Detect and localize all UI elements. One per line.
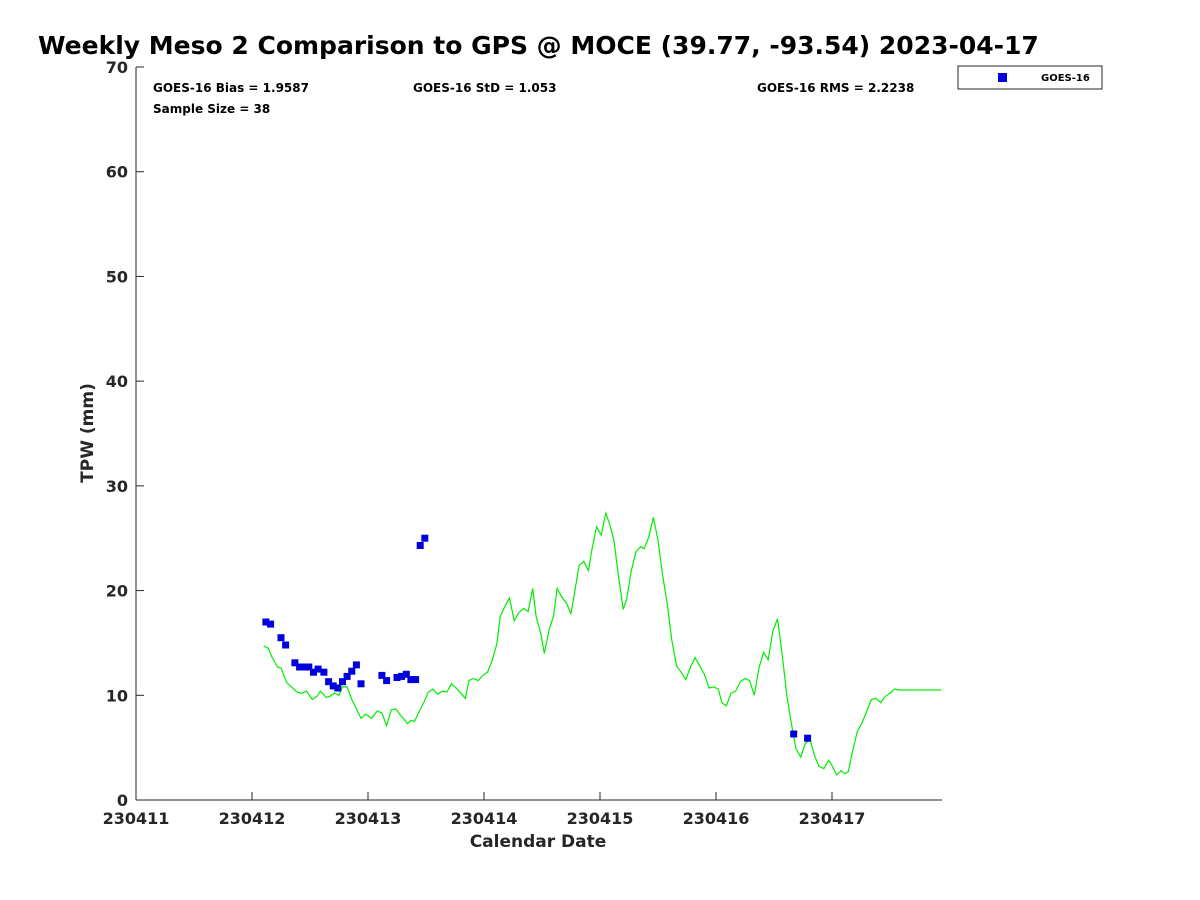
goes16-point [334, 684, 342, 692]
bias-stat: GOES-16 Bias = 1.9587 [153, 81, 309, 95]
goes16-point [320, 668, 328, 676]
y-tick-label: 70 [106, 58, 128, 77]
goes16-point [267, 620, 275, 628]
goes16-point [343, 672, 351, 680]
goes16-point [339, 678, 346, 686]
y-tick-label: 0 [117, 791, 128, 810]
x-axis-label: Calendar Date [470, 832, 607, 852]
x-tick-label: 230413 [335, 809, 402, 828]
series-layer [262, 510, 941, 776]
goes16-point [407, 676, 415, 684]
sample-size-stat: Sample Size = 38 [153, 102, 270, 116]
legend-box [957, 65, 1103, 90]
goes16-point [416, 542, 424, 549]
y-axis-ticks: 0 10 20 30 40 50 60 70 [106, 58, 144, 810]
legend-marker-goes16 [998, 73, 1007, 82]
goes16-point [378, 671, 386, 679]
y-tick-label: 10 [106, 686, 128, 705]
rms-stat: GOES-16 RMS = 2.2238 [757, 81, 914, 95]
goes16-point [310, 668, 317, 676]
x-tick-label: 230411 [103, 809, 170, 828]
goes16-point [790, 730, 798, 738]
goes16-point [314, 665, 322, 673]
plot-area [135, 67, 942, 801]
x-tick-label: 230415 [567, 809, 634, 828]
x-tick-label: 230416 [683, 809, 750, 828]
goes16-point [300, 663, 308, 671]
goes16-point [357, 680, 365, 688]
y-tick-label: 30 [106, 477, 128, 496]
gps-line [263, 510, 941, 776]
x-tick-label: 230417 [799, 809, 866, 828]
goes16-point [348, 667, 356, 675]
goes16-point [421, 534, 429, 542]
goes16-point [383, 677, 391, 685]
goes16-point [352, 661, 360, 669]
x-tick-label: 230414 [451, 809, 518, 828]
goes16-point [329, 682, 337, 690]
chart-title: Weekly Meso 2 Comparison to GPS @ MOCE (… [38, 31, 1039, 60]
goes16-point [262, 618, 270, 626]
goes16-point [393, 674, 401, 681]
x-axis-ticks: 230411 230412 230413 230414 230415 230416 2304… [103, 792, 866, 828]
y-tick-label: 60 [106, 163, 128, 182]
goes16-point [282, 641, 290, 649]
y-tick-label: 20 [106, 582, 128, 601]
goes16-point [325, 678, 333, 686]
std-stat: GOES-16 StD = 1.053 [413, 81, 556, 95]
legend: GOES-16 [957, 65, 1103, 90]
y-tick-label: 40 [106, 372, 128, 391]
goes16-point [402, 670, 410, 678]
goes16-point [804, 734, 812, 742]
y-axis-label: TPW (mm) [78, 383, 98, 483]
goes16-point [412, 676, 420, 684]
legend-label-goes16: GOES-16 [1041, 73, 1090, 84]
goes16-point [277, 634, 285, 642]
goes16-point [291, 659, 299, 667]
y-tick-label: 50 [106, 267, 128, 286]
goes16-point [398, 672, 406, 680]
goes16-point [305, 663, 313, 671]
x-tick-label: 230412 [219, 809, 286, 828]
goes16-point [296, 663, 304, 671]
